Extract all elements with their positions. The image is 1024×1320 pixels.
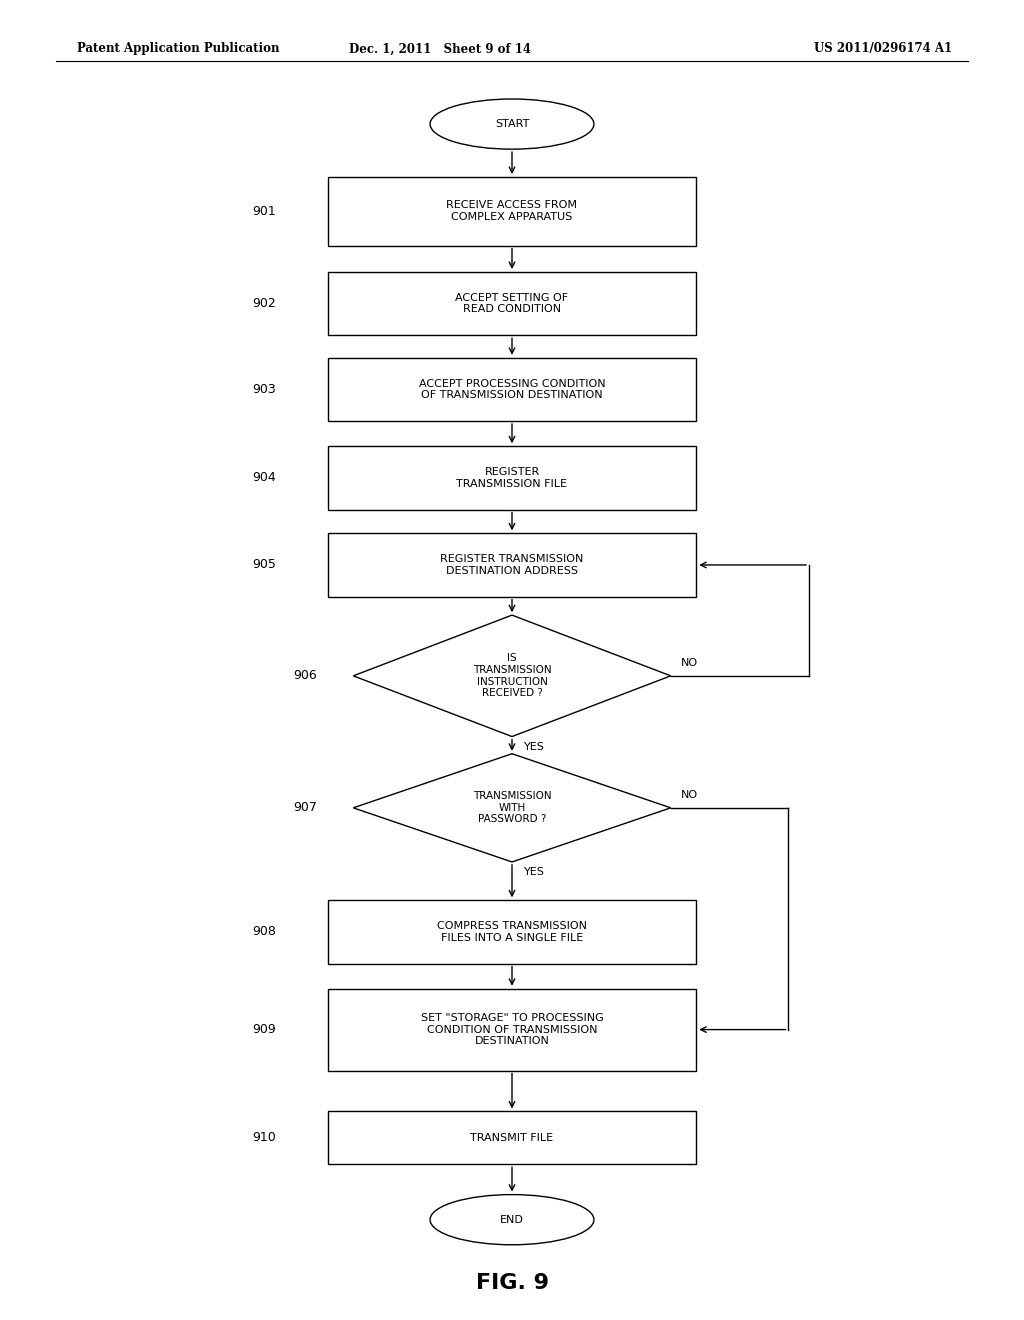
- Text: 910: 910: [253, 1131, 276, 1144]
- Text: SET "STORAGE" TO PROCESSING
CONDITION OF TRANSMISSION
DESTINATION: SET "STORAGE" TO PROCESSING CONDITION OF…: [421, 1012, 603, 1047]
- FancyBboxPatch shape: [328, 358, 696, 421]
- Text: ACCEPT PROCESSING CONDITION
OF TRANSMISSION DESTINATION: ACCEPT PROCESSING CONDITION OF TRANSMISS…: [419, 379, 605, 400]
- Text: US 2011/0296174 A1: US 2011/0296174 A1: [814, 42, 952, 55]
- Polygon shape: [353, 754, 671, 862]
- Ellipse shape: [430, 99, 594, 149]
- Text: REGISTER
TRANSMISSION FILE: REGISTER TRANSMISSION FILE: [457, 467, 567, 488]
- Text: IS
TRANSMISSION
INSTRUCTION
RECEIVED ?: IS TRANSMISSION INSTRUCTION RECEIVED ?: [473, 653, 551, 698]
- Text: START: START: [495, 119, 529, 129]
- Text: Patent Application Publication: Patent Application Publication: [77, 42, 280, 55]
- FancyBboxPatch shape: [328, 533, 696, 597]
- Text: TRANSMISSION
WITH
PASSWORD ?: TRANSMISSION WITH PASSWORD ?: [473, 791, 551, 825]
- Text: END: END: [500, 1214, 524, 1225]
- FancyBboxPatch shape: [328, 446, 696, 510]
- Text: FIG. 9: FIG. 9: [475, 1272, 549, 1294]
- Text: 907: 907: [294, 801, 317, 814]
- Text: YES: YES: [524, 742, 545, 752]
- Text: 906: 906: [294, 669, 317, 682]
- Text: ACCEPT SETTING OF
READ CONDITION: ACCEPT SETTING OF READ CONDITION: [456, 293, 568, 314]
- Text: TRANSMIT FILE: TRANSMIT FILE: [470, 1133, 554, 1143]
- FancyBboxPatch shape: [328, 177, 696, 246]
- Text: NO: NO: [681, 657, 698, 668]
- Text: 904: 904: [253, 471, 276, 484]
- Text: 908: 908: [253, 925, 276, 939]
- FancyBboxPatch shape: [328, 989, 696, 1071]
- Text: COMPRESS TRANSMISSION
FILES INTO A SINGLE FILE: COMPRESS TRANSMISSION FILES INTO A SINGL…: [437, 921, 587, 942]
- FancyBboxPatch shape: [328, 900, 696, 964]
- FancyBboxPatch shape: [328, 272, 696, 335]
- Text: Dec. 1, 2011   Sheet 9 of 14: Dec. 1, 2011 Sheet 9 of 14: [349, 42, 531, 55]
- FancyBboxPatch shape: [328, 1111, 696, 1164]
- Text: 905: 905: [253, 558, 276, 572]
- Text: 901: 901: [253, 205, 276, 218]
- Text: 903: 903: [253, 383, 276, 396]
- Text: REGISTER TRANSMISSION
DESTINATION ADDRESS: REGISTER TRANSMISSION DESTINATION ADDRES…: [440, 554, 584, 576]
- Text: NO: NO: [681, 789, 698, 800]
- Ellipse shape: [430, 1195, 594, 1245]
- Text: 902: 902: [253, 297, 276, 310]
- Text: 909: 909: [253, 1023, 276, 1036]
- Text: YES: YES: [524, 867, 545, 878]
- Text: RECEIVE ACCESS FROM
COMPLEX APPARATUS: RECEIVE ACCESS FROM COMPLEX APPARATUS: [446, 201, 578, 222]
- Polygon shape: [353, 615, 671, 737]
